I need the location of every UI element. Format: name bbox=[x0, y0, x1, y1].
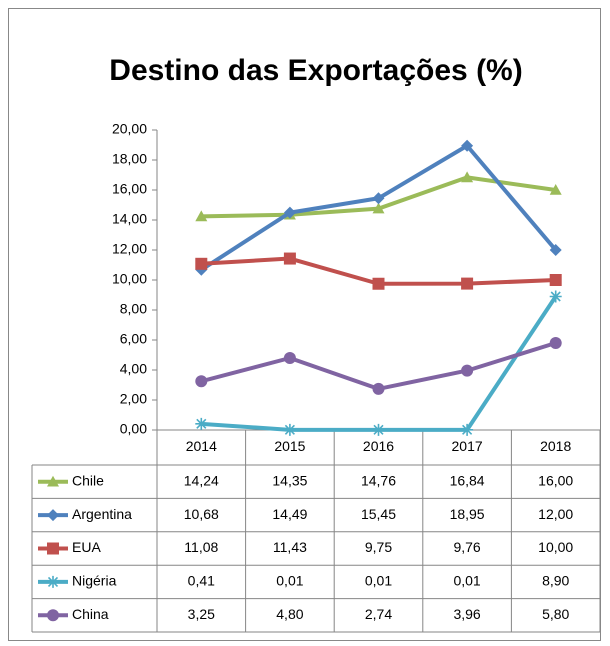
table-cell: 5,80 bbox=[542, 606, 569, 622]
point-marker bbox=[372, 202, 385, 214]
point-marker bbox=[195, 417, 208, 430]
point-marker bbox=[372, 382, 385, 395]
table-cell: 14,24 bbox=[184, 472, 219, 488]
y-tick-label: 10,00 bbox=[112, 271, 147, 287]
chart-title: Destino das Exportações (%) bbox=[109, 54, 522, 87]
table-cell: 3,25 bbox=[188, 606, 215, 622]
table-cell: 8,90 bbox=[542, 573, 569, 589]
point-marker bbox=[461, 139, 474, 152]
y-tick-label: 8,00 bbox=[120, 301, 147, 317]
legend-label: China bbox=[72, 606, 109, 622]
point-marker bbox=[283, 252, 296, 265]
table-cell: 0,01 bbox=[365, 573, 392, 589]
y-tick-label: 20,00 bbox=[112, 121, 147, 137]
y-tick-label: 6,00 bbox=[120, 331, 147, 347]
legend-key-marker bbox=[47, 475, 59, 487]
point-marker bbox=[195, 210, 208, 222]
table-cell: 11,43 bbox=[273, 539, 307, 555]
point-marker bbox=[549, 244, 562, 256]
y-tick-label: 14,00 bbox=[112, 211, 147, 227]
table-cell: 0,01 bbox=[276, 573, 303, 589]
y-tick-label: 0,00 bbox=[120, 421, 147, 437]
point-marker bbox=[461, 423, 474, 436]
table-cell: 18,95 bbox=[450, 506, 485, 522]
table-cell: 10,68 bbox=[184, 506, 219, 522]
x-tick-label: 2016 bbox=[363, 438, 394, 454]
legend-label: Chile bbox=[72, 472, 104, 488]
table-cell: 14,35 bbox=[272, 472, 307, 488]
point-marker bbox=[461, 171, 474, 183]
point-marker bbox=[283, 206, 296, 219]
y-tick-label: 16,00 bbox=[112, 181, 147, 197]
point-marker bbox=[461, 277, 474, 290]
x-tick-label: 2014 bbox=[186, 438, 217, 454]
table-cell: 3,96 bbox=[453, 606, 480, 622]
x-tick-label: 2018 bbox=[540, 438, 571, 454]
legend-key-marker bbox=[47, 542, 59, 555]
y-tick-label: 18,00 bbox=[112, 151, 147, 167]
point-marker bbox=[372, 423, 385, 436]
x-tick-label: 2017 bbox=[452, 438, 483, 454]
legend-key-marker bbox=[47, 575, 59, 588]
y-tick-label: 12,00 bbox=[112, 241, 147, 257]
point-marker bbox=[372, 277, 385, 290]
table-cell: 10,00 bbox=[538, 539, 573, 555]
point-marker bbox=[372, 192, 385, 205]
point-marker bbox=[549, 274, 562, 286]
table-cell: 12,00 bbox=[538, 506, 573, 522]
point-marker bbox=[461, 364, 474, 377]
table-cell: 14,76 bbox=[361, 472, 396, 488]
point-marker bbox=[549, 290, 562, 303]
point-marker bbox=[283, 423, 296, 436]
point-marker bbox=[195, 375, 208, 388]
table-cell: 9,75 bbox=[365, 539, 392, 555]
chart-frame bbox=[8, 8, 601, 641]
point-marker bbox=[195, 257, 208, 270]
table-cell: 15,45 bbox=[361, 506, 396, 522]
table-cell: 11,08 bbox=[184, 539, 218, 555]
table-cell: 2,74 bbox=[365, 606, 392, 622]
table-cell: 4,80 bbox=[276, 606, 303, 622]
legend-label: Argentina bbox=[72, 506, 132, 522]
table-cell: 0,41 bbox=[188, 573, 215, 589]
point-marker bbox=[549, 184, 562, 195]
table-cell: 9,76 bbox=[453, 539, 480, 555]
legend-key-marker bbox=[47, 609, 59, 622]
x-tick-label: 2015 bbox=[274, 438, 305, 454]
legend-key-marker bbox=[47, 509, 59, 522]
table-cell: 16,00 bbox=[538, 472, 573, 488]
legend-label: Nigéria bbox=[72, 573, 117, 589]
table-cell: 16,84 bbox=[450, 472, 485, 488]
y-tick-label: 4,00 bbox=[120, 361, 147, 377]
table-cell: 14,49 bbox=[272, 506, 307, 522]
point-marker bbox=[549, 337, 562, 349]
table-cell: 0,01 bbox=[453, 573, 480, 589]
y-tick-label: 2,00 bbox=[120, 391, 147, 407]
legend-label: EUA bbox=[72, 539, 101, 555]
point-marker bbox=[283, 352, 296, 364]
